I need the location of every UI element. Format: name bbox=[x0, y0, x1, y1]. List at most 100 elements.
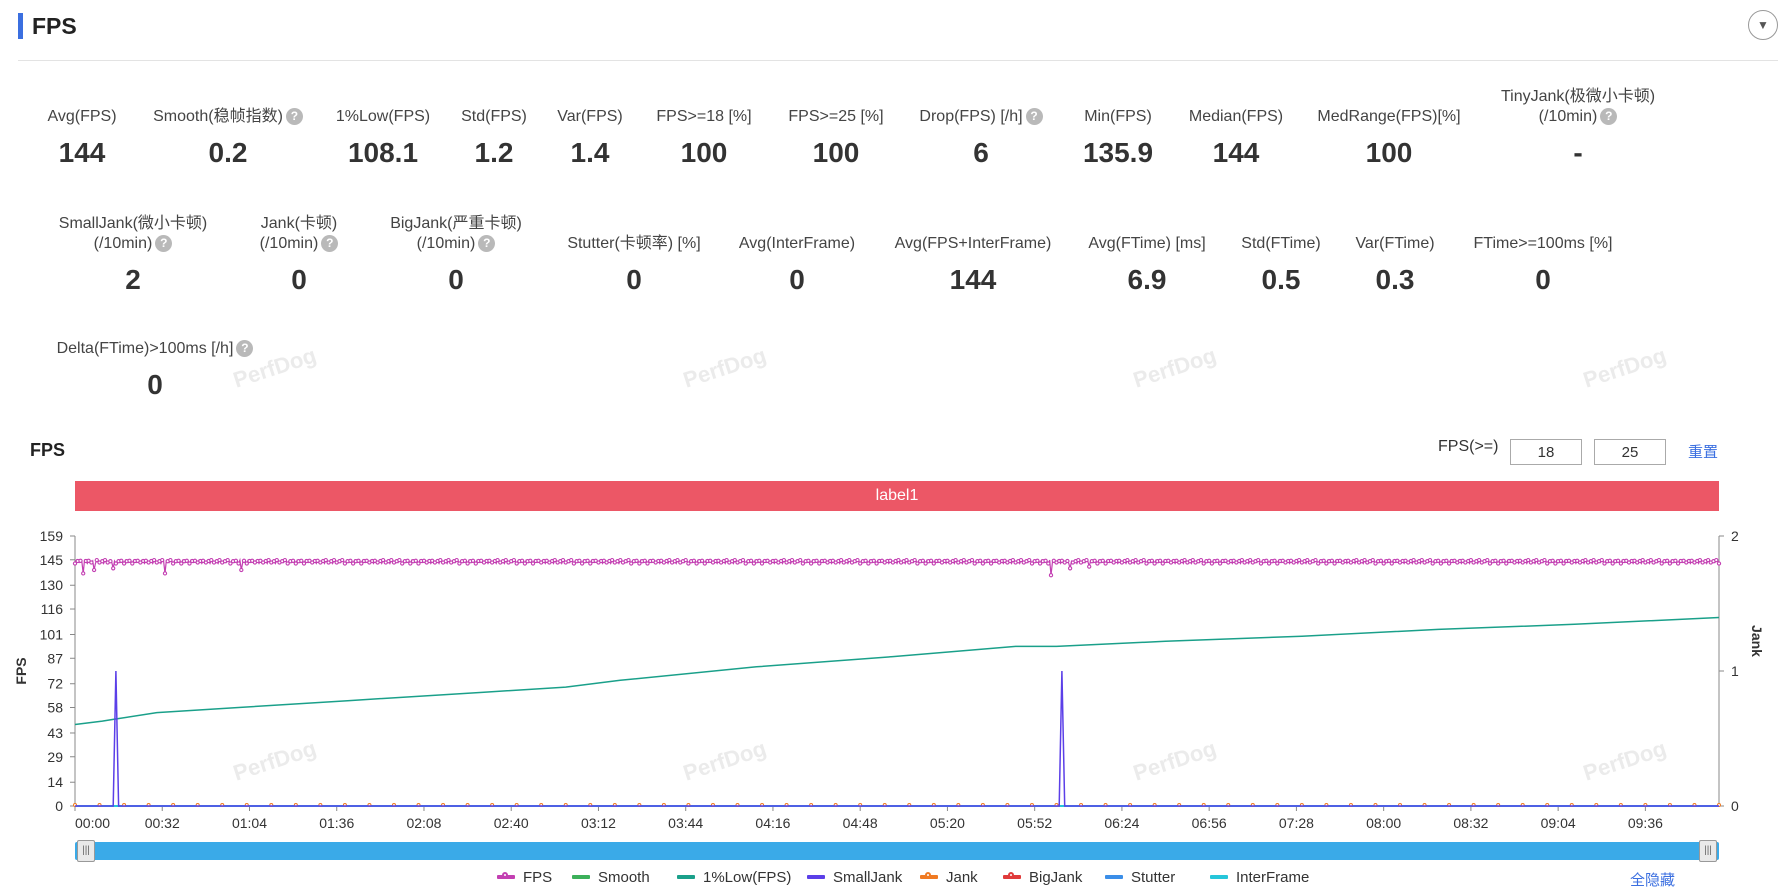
jank-point bbox=[760, 803, 765, 807]
fps-point bbox=[738, 559, 743, 564]
metric-value: 0 bbox=[626, 264, 642, 295]
help-icon[interactable]: ? bbox=[1025, 108, 1043, 126]
fps-point bbox=[168, 557, 173, 563]
legend-item-jank[interactable]: Jank bbox=[920, 869, 978, 886]
fps-point bbox=[539, 560, 544, 565]
fps-point bbox=[716, 558, 721, 563]
fps-point bbox=[1512, 560, 1517, 565]
help-icon[interactable]: ? bbox=[321, 235, 339, 253]
fps-point bbox=[1002, 558, 1007, 563]
legend-item-bigjank[interactable]: BigJank bbox=[1003, 869, 1082, 886]
fps-point bbox=[1637, 558, 1643, 564]
legend-item-smalljank[interactable]: SmallJank bbox=[807, 869, 902, 886]
metric-stutter: Stutter(卡顿率) [%] 0 bbox=[514, 234, 754, 296]
fps-point bbox=[555, 560, 560, 565]
fps-point bbox=[380, 557, 386, 563]
help-icon[interactable]: ? bbox=[1600, 108, 1618, 126]
fps-point bbox=[1272, 558, 1277, 563]
fps-point bbox=[476, 558, 481, 564]
legend-item-smooth[interactable]: Smooth bbox=[572, 869, 650, 886]
fps-point bbox=[83, 558, 89, 564]
label-annotation-bar[interactable]: label1 bbox=[75, 481, 1719, 511]
fps-point bbox=[1684, 560, 1689, 565]
slider-right-handle[interactable]: ||| bbox=[1699, 840, 1717, 862]
fps-point bbox=[1466, 558, 1471, 564]
metric-value: 0 bbox=[1535, 264, 1551, 295]
legend-item-stutter[interactable]: Stutter bbox=[1105, 869, 1175, 886]
y-tick-label: 159 bbox=[40, 528, 64, 544]
hide-all-link[interactable]: 全隐藏 bbox=[1630, 872, 1676, 889]
fps-point bbox=[269, 560, 274, 565]
fps-point bbox=[484, 558, 489, 564]
legend-label: 1%Low(FPS) bbox=[703, 869, 792, 886]
fps-point bbox=[1318, 559, 1324, 564]
fps-point bbox=[907, 560, 912, 565]
legend-item-1-low-fps[interactable]: 1%Low(FPS) bbox=[677, 869, 791, 886]
fps-point bbox=[547, 560, 552, 565]
fps-point bbox=[443, 559, 448, 564]
fps-point bbox=[383, 560, 388, 565]
reset-link[interactable]: 重置 bbox=[1688, 444, 1719, 461]
time-range-slider[interactable] bbox=[75, 842, 1719, 860]
jank-point bbox=[637, 803, 642, 807]
fps-point bbox=[1659, 561, 1664, 566]
fps-point bbox=[918, 559, 923, 564]
metric-1-low-fps: 1%Low(FPS) 108.1 bbox=[263, 107, 503, 169]
fps-point bbox=[661, 560, 667, 565]
fps-point bbox=[778, 558, 784, 564]
jank-point bbox=[220, 803, 225, 807]
fps-point bbox=[915, 561, 920, 566]
fps-point bbox=[814, 558, 819, 563]
slider-left-handle[interactable]: ||| bbox=[77, 840, 95, 862]
fps-point bbox=[1547, 559, 1553, 564]
jank-point bbox=[539, 803, 544, 807]
help-icon[interactable]: ? bbox=[285, 108, 303, 126]
fps-threshold-input-1[interactable] bbox=[1510, 439, 1582, 465]
fps-point bbox=[967, 559, 972, 564]
help-icon[interactable]: ? bbox=[155, 235, 173, 253]
fps-point bbox=[1561, 561, 1566, 566]
jank-point bbox=[1275, 803, 1280, 807]
fps-point bbox=[1332, 561, 1337, 566]
fps-point bbox=[1697, 557, 1703, 563]
fps-point bbox=[1100, 558, 1105, 563]
fps-point bbox=[345, 559, 350, 564]
fps-point bbox=[1046, 561, 1051, 566]
fps-point bbox=[1016, 559, 1021, 564]
x-tick-label: 02:40 bbox=[494, 815, 529, 831]
fps-point bbox=[1656, 557, 1662, 563]
fps-point bbox=[326, 560, 331, 565]
fps-point bbox=[828, 558, 833, 564]
legend-item-interframe[interactable]: InterFrame bbox=[1210, 869, 1309, 886]
fps-point bbox=[650, 558, 656, 563]
fps-point bbox=[356, 558, 361, 563]
metric-label-text: Jank(卡顿) bbox=[260, 215, 338, 232]
fps-point bbox=[157, 559, 162, 564]
fps-point bbox=[176, 558, 181, 563]
section-header: FPS ▼ bbox=[18, 10, 1778, 61]
fps-threshold-input-2[interactable] bbox=[1594, 439, 1666, 465]
collapse-toggle-icon[interactable]: ▼ bbox=[1748, 10, 1778, 40]
fps-point bbox=[312, 558, 318, 564]
legend-label: InterFrame bbox=[1236, 869, 1310, 886]
fps-point bbox=[1174, 558, 1179, 563]
y-tick-label: 116 bbox=[41, 601, 64, 617]
fps-point bbox=[1067, 566, 1073, 571]
fps-point bbox=[1037, 561, 1043, 566]
metric-label: SmallJank(微小卡顿) bbox=[13, 214, 253, 234]
legend-item-fps[interactable]: FPS bbox=[497, 869, 552, 886]
fps-point bbox=[1007, 558, 1013, 564]
help-icon[interactable]: ? bbox=[478, 235, 496, 253]
fps-point bbox=[250, 558, 255, 563]
series-line-1-low-fps bbox=[74, 616, 1720, 726]
metric-label-text: SmallJank(微小卡顿) bbox=[58, 215, 208, 232]
metric-medrange-fps: MedRange(FPS)[%] 100 bbox=[1269, 107, 1509, 169]
fps-point bbox=[1444, 558, 1449, 563]
fps-point bbox=[340, 557, 345, 563]
metric-value: 6.9 bbox=[1127, 264, 1167, 295]
jank-point bbox=[1373, 803, 1378, 807]
fps-point bbox=[1168, 560, 1174, 565]
fps-point bbox=[945, 558, 950, 563]
fps-point bbox=[1531, 559, 1536, 564]
help-icon[interactable]: ? bbox=[236, 340, 254, 358]
